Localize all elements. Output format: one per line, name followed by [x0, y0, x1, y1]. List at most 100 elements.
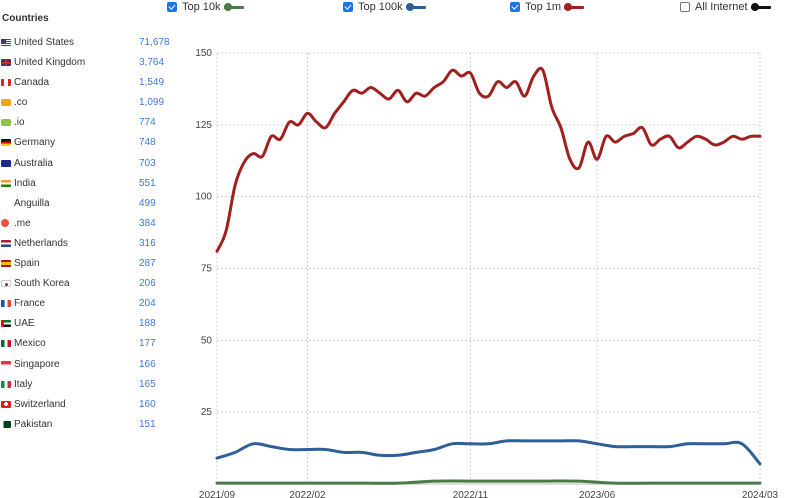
y-tick-label: 100	[195, 192, 212, 203]
series-line-top-100k	[215, 439, 762, 466]
flag-it-icon	[1, 380, 11, 388]
legend-swatch-icon	[750, 3, 771, 11]
country-name: India	[14, 177, 36, 189]
country-count[interactable]: 166	[139, 358, 156, 370]
country-name: .io	[14, 117, 25, 129]
country-row[interactable]: Canada 1,549	[0, 75, 200, 95]
country-name: South Korea	[14, 278, 70, 290]
country-row[interactable]: Switzerland 160	[0, 397, 200, 417]
flag-in-icon	[1, 179, 11, 187]
flag-co-icon	[1, 99, 11, 107]
flag-mx-icon	[1, 340, 11, 348]
country-count[interactable]: 1,099	[139, 97, 165, 109]
x-tick-label: 2023/06	[579, 490, 616, 498]
legend-item-all[interactable]: All Internet	[680, 1, 771, 13]
country-name: Netherlands	[14, 237, 68, 249]
country-row[interactable]: Singapore 166	[0, 357, 200, 377]
legend-label: Top 1m	[525, 1, 562, 13]
country-count[interactable]: 151	[139, 418, 156, 430]
flag-es-icon	[1, 260, 11, 268]
legend-swatch-icon	[564, 3, 585, 11]
country-count[interactable]: 188	[139, 318, 156, 330]
country-count[interactable]: 316	[139, 237, 156, 249]
country-count[interactable]: 748	[139, 137, 156, 149]
country-row[interactable]: Spain 287	[0, 256, 200, 276]
flag-ca-icon	[1, 79, 11, 87]
countries-sidebar: Countries United States 71,678 United King…	[0, 0, 200, 498]
country-count[interactable]: 204	[139, 298, 156, 310]
country-row[interactable]: UAE 188	[0, 316, 200, 336]
y-tick-label: 125	[195, 120, 212, 131]
country-count[interactable]: 206	[139, 278, 156, 290]
legend-label: All Internet	[695, 1, 748, 13]
country-row[interactable]: Germany 748	[0, 135, 200, 155]
country-count[interactable]: 499	[139, 197, 156, 209]
country-row[interactable]: Mexico 177	[0, 336, 200, 356]
series-line-top-10k	[215, 479, 762, 485]
country-count[interactable]: 703	[139, 157, 156, 169]
country-row[interactable]: India 551	[0, 176, 200, 196]
flag-sg-icon	[1, 360, 11, 368]
flag-pk-icon	[1, 420, 11, 428]
country-name: .co	[14, 97, 28, 109]
y-tick-label: 25	[201, 407, 213, 418]
flag-nl-icon	[1, 239, 11, 247]
y-tick-label: 50	[201, 335, 213, 346]
country-name: Anguilla	[14, 197, 50, 209]
country-name: Pakistan	[14, 418, 53, 430]
countries-title: Countries	[2, 13, 49, 24]
flag-fr-icon	[1, 300, 11, 308]
flag-us-icon	[1, 39, 11, 46]
country-row[interactable]: France 204	[0, 296, 200, 316]
country-count[interactable]: 551	[139, 177, 156, 189]
flag-me-icon	[1, 218, 9, 227]
country-count[interactable]: 160	[139, 398, 156, 410]
top100k-checkbox[interactable]	[343, 2, 353, 12]
country-name: Spain	[14, 258, 40, 270]
country-count[interactable]: 774	[139, 117, 156, 129]
flag-au-icon	[1, 159, 11, 167]
country-row[interactable]: United States 71,678	[0, 35, 200, 55]
country-row[interactable]: Pakistan 151	[0, 417, 200, 437]
y-tick-label: 75	[201, 264, 213, 275]
legend-item-top10k[interactable]: Top 10k	[167, 1, 244, 13]
country-count[interactable]: 287	[139, 258, 156, 270]
flag-ai-icon	[1, 200, 11, 207]
country-row[interactable]: .me 384	[0, 216, 200, 236]
flag-kr-icon	[1, 280, 11, 288]
country-row[interactable]: United Kingdom 3,764	[0, 55, 200, 75]
country-row[interactable]: .co 1,099	[0, 95, 200, 115]
legend-item-top100k[interactable]: Top 100k	[343, 1, 426, 13]
country-row[interactable]: Netherlands 316	[0, 236, 200, 256]
country-row[interactable]: Anguilla 499	[0, 196, 200, 216]
flag-io-icon	[1, 119, 11, 127]
country-row[interactable]: Australia 703	[0, 156, 200, 176]
x-tick-label: 2021/09	[199, 490, 236, 498]
country-count[interactable]: 71,678	[139, 37, 170, 48]
country-name: United States	[14, 37, 75, 48]
country-count[interactable]: 177	[139, 338, 156, 350]
country-name: Italy	[14, 378, 33, 390]
country-count[interactable]: 165	[139, 378, 156, 390]
country-row[interactable]: .io 774	[0, 115, 200, 135]
flag-ch-icon	[1, 400, 11, 408]
country-name: UAE	[14, 318, 35, 330]
country-name: Germany	[14, 137, 56, 149]
x-tick-label: 2022/11	[453, 490, 489, 498]
top10k-checkbox[interactable]	[167, 2, 177, 12]
country-row[interactable]: Italy 165	[0, 377, 200, 397]
country-count[interactable]: 3,764	[139, 57, 165, 69]
country-name: France	[14, 298, 46, 310]
top1m-checkbox[interactable]	[510, 2, 520, 12]
legend-swatch-icon	[223, 3, 244, 11]
x-tick-label: 2022/02	[289, 490, 326, 498]
country-count[interactable]: 384	[139, 217, 156, 229]
country-row[interactable]: South Korea 206	[0, 276, 200, 296]
country-name: Canada	[14, 77, 50, 89]
series-line-top-1m	[215, 66, 762, 253]
legend-item-top1m[interactable]: Top 1m	[510, 1, 585, 13]
x-tick-label: 2024/03	[742, 490, 779, 498]
country-name: Singapore	[14, 358, 60, 370]
country-count[interactable]: 1,549	[139, 77, 165, 89]
all-checkbox[interactable]	[680, 2, 690, 12]
